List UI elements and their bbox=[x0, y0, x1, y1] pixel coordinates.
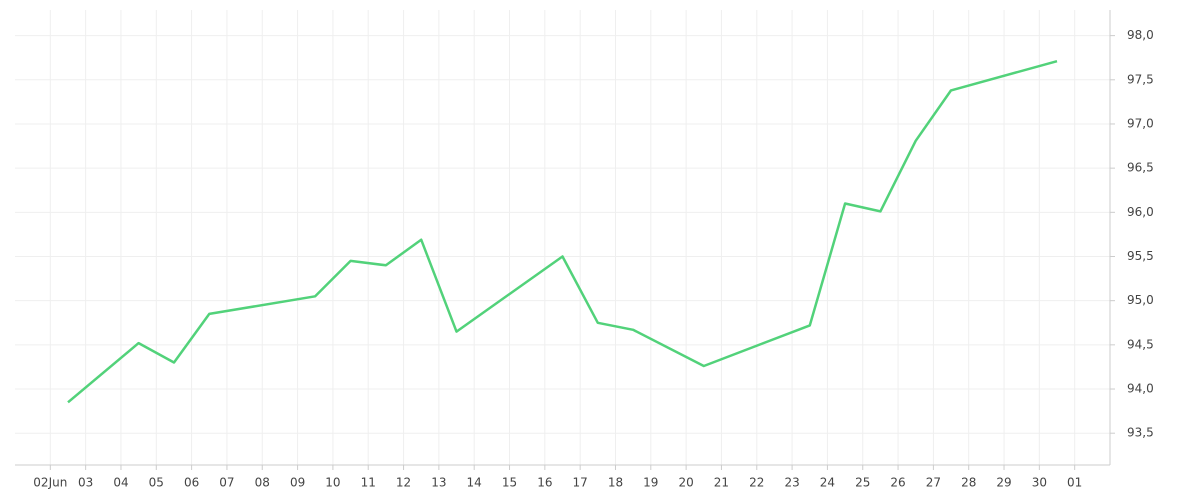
x-tick-label: 30 bbox=[1032, 476, 1047, 490]
y-tick-label: 95,5 bbox=[1127, 249, 1154, 263]
x-tick-label: 10 bbox=[325, 476, 340, 490]
x-tick-label: 07 bbox=[219, 476, 234, 490]
x-tick-label: 23 bbox=[784, 476, 799, 490]
y-tick-label: 93,5 bbox=[1127, 426, 1154, 440]
x-tick-label: 27 bbox=[926, 476, 941, 490]
x-tick-label: 29 bbox=[996, 476, 1011, 490]
x-tick-label: 13 bbox=[431, 476, 446, 490]
x-tick-label: 16 bbox=[537, 476, 552, 490]
x-tick-label: 17 bbox=[573, 476, 588, 490]
x-tick-label: 26 bbox=[890, 476, 905, 490]
y-tick-label: 96,5 bbox=[1127, 161, 1154, 175]
x-tick-label: 19 bbox=[643, 476, 658, 490]
x-tick-label: 15 bbox=[502, 476, 517, 490]
x-tick-label: 20 bbox=[678, 476, 693, 490]
x-tick-label: 09 bbox=[290, 476, 305, 490]
x-tick-label: 01 bbox=[1067, 476, 1082, 490]
x-tick-label: 04 bbox=[113, 476, 128, 490]
x-tick-label: 28 bbox=[961, 476, 976, 490]
y-tick-label: 96,0 bbox=[1127, 205, 1154, 219]
x-tick-label: 06 bbox=[184, 476, 199, 490]
x-tick-label: 22 bbox=[749, 476, 764, 490]
x-tick-label: 02Jun bbox=[33, 476, 67, 490]
x-tick-label: 03 bbox=[78, 476, 93, 490]
x-tick-label: 11 bbox=[361, 476, 376, 490]
y-tick-label: 97,0 bbox=[1127, 116, 1154, 130]
x-tick-label: 12 bbox=[396, 476, 411, 490]
x-tick-label: 08 bbox=[255, 476, 270, 490]
x-tick-label: 18 bbox=[608, 476, 623, 490]
y-tick-label: 94,0 bbox=[1127, 382, 1154, 396]
y-tick-label: 97,5 bbox=[1127, 72, 1154, 86]
x-tick-label: 24 bbox=[820, 476, 835, 490]
y-tick-label: 94,5 bbox=[1127, 337, 1154, 351]
x-tick-label: 05 bbox=[149, 476, 164, 490]
y-tick-label: 98,0 bbox=[1127, 28, 1154, 42]
line-series bbox=[67, 59, 1058, 404]
x-tick-label: 25 bbox=[855, 476, 870, 490]
y-tick-label: 95,0 bbox=[1127, 293, 1154, 307]
x-tick-label: 14 bbox=[467, 476, 482, 490]
x-tick-label: 21 bbox=[714, 476, 729, 490]
